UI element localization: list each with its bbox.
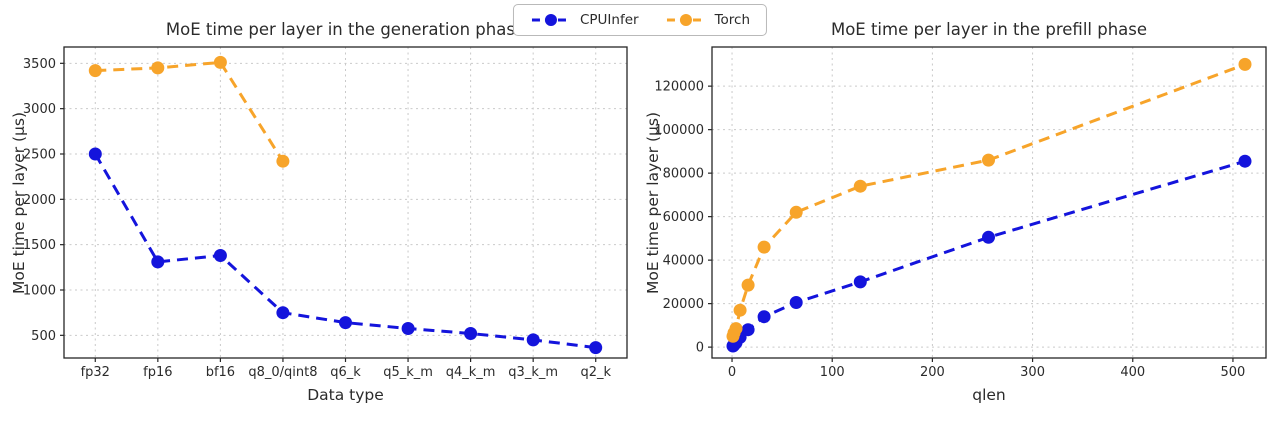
data-point-Torch bbox=[151, 61, 165, 75]
x-tick-label: fp16 bbox=[143, 365, 172, 380]
data-point-Torch bbox=[741, 278, 755, 292]
x-tick-label: 200 bbox=[920, 365, 945, 380]
x-axis-label: Data type bbox=[307, 386, 384, 404]
data-point-CPUInfer bbox=[741, 323, 755, 337]
data-point-Torch bbox=[757, 240, 771, 254]
x-tick-label: q4_k_m bbox=[446, 365, 496, 380]
y-tick-label: 500 bbox=[31, 329, 56, 344]
data-point-CPUInfer bbox=[982, 230, 995, 244]
x-tick-label: q2_k bbox=[580, 365, 611, 380]
y-tick-label: 1500 bbox=[23, 238, 56, 253]
y-tick-label: 40000 bbox=[663, 254, 704, 269]
y-tick-label: 3500 bbox=[23, 57, 56, 72]
data-point-CPUInfer bbox=[88, 147, 102, 161]
y-tick-label: 20000 bbox=[663, 297, 704, 312]
chart-prefill-phase: MoE time per layer in the prefill phase … bbox=[640, 0, 1280, 426]
plot-frame bbox=[711, 46, 1267, 359]
data-point-CPUInfer bbox=[526, 333, 540, 347]
legend: CPUInfer Torch bbox=[512, 4, 768, 36]
x-tick-label: 400 bbox=[1120, 365, 1145, 380]
plot-area-prefill: 0 100 200 300 400 500 0 20000 40000 60000 80000 100… bbox=[654, 46, 1267, 380]
x-tick-label: q5_k_m bbox=[383, 365, 433, 380]
x-tick-label: fp32 bbox=[81, 365, 110, 380]
x-axis-label: qlen bbox=[972, 386, 1006, 404]
data-point-CPUInfer bbox=[589, 341, 603, 355]
chart-title: MoE time per layer in the prefill phase bbox=[830, 20, 1148, 39]
series-line-Torch bbox=[731, 62, 1246, 337]
data-point-CPUInfer bbox=[213, 249, 227, 262]
legend-item-torch: Torch bbox=[665, 12, 750, 28]
y-tick-label: 60000 bbox=[663, 210, 704, 225]
data-point-CPUInfer bbox=[401, 322, 415, 335]
data-point-CPUInfer bbox=[276, 306, 290, 320]
series-line-CPUInfer bbox=[731, 159, 1246, 348]
data-point-Torch bbox=[789, 205, 803, 219]
chart-title: MoE time per layer in the generation pha… bbox=[165, 20, 526, 39]
data-point-Torch bbox=[982, 153, 995, 167]
x-tick-label: 100 bbox=[820, 365, 845, 380]
x-tick-label: q6_k bbox=[330, 365, 361, 380]
data-point-CPUInfer bbox=[1238, 154, 1252, 168]
data-point-CPUInfer bbox=[464, 327, 478, 340]
legend-item-cpuinfer: CPUInfer bbox=[530, 12, 639, 28]
data-point-CPUInfer bbox=[853, 275, 867, 289]
plot-area-generation: fp32 fp16 bf16 q8_0/qint8 q6_k q5_k_m q4_k_m q3… bbox=[23, 46, 628, 380]
y-tick-label: 2000 bbox=[23, 193, 56, 208]
data-point-Torch bbox=[213, 55, 227, 69]
data-point-Torch bbox=[88, 64, 102, 78]
series-line-CPUInfer bbox=[94, 153, 596, 350]
y-tick-label: 2500 bbox=[23, 147, 56, 162]
data-point-Torch bbox=[1238, 57, 1252, 71]
data-point-Torch bbox=[729, 322, 743, 336]
legend-label: CPUInfer bbox=[579, 12, 639, 28]
data-point-CPUInfer bbox=[757, 310, 771, 324]
data-point-Torch bbox=[853, 179, 867, 193]
x-tick-label: bf16 bbox=[206, 365, 235, 380]
x-tick-label: 500 bbox=[1221, 365, 1246, 380]
y-tick-label: 100000 bbox=[654, 123, 704, 138]
series-line-Torch bbox=[95, 60, 285, 163]
y-tick-label: 3000 bbox=[23, 102, 56, 117]
data-point-CPUInfer bbox=[339, 316, 352, 330]
legend-marker-icon bbox=[666, 14, 705, 26]
chart-generation-phase: MoE time per layer in the generation pha… bbox=[10, 20, 628, 404]
data-point-CPUInfer bbox=[151, 255, 165, 269]
x-tick-label: 0 bbox=[728, 365, 736, 380]
data-point-Torch bbox=[733, 303, 747, 317]
legend-marker-icon bbox=[531, 14, 570, 26]
y-tick-label: 0 bbox=[696, 341, 704, 356]
legend-label: Torch bbox=[714, 12, 751, 28]
y-tick-label: 120000 bbox=[654, 80, 704, 95]
data-point-CPUInfer bbox=[789, 296, 803, 309]
x-tick-label: q8_0/qint8 bbox=[248, 365, 317, 380]
x-tick-label: 300 bbox=[1020, 365, 1045, 380]
y-tick-label: 1000 bbox=[23, 283, 56, 298]
data-point-Torch bbox=[276, 154, 290, 168]
y-tick-label: 80000 bbox=[663, 167, 704, 182]
x-tick-label: q3_k_m bbox=[508, 365, 558, 380]
